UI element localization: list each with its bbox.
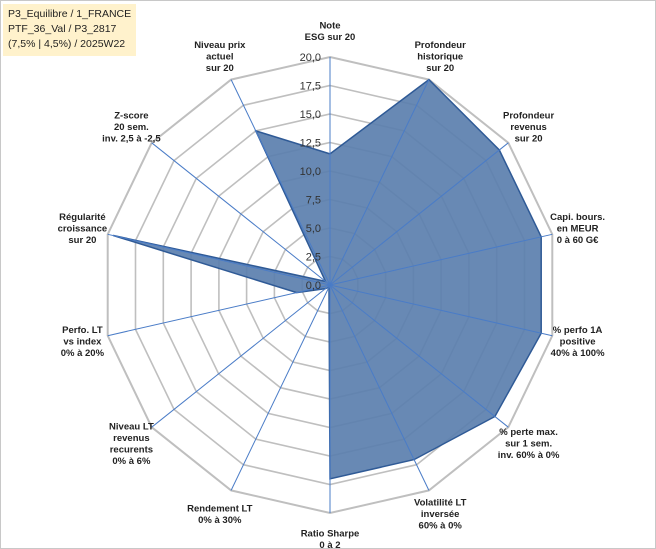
axis-label: Note ESG sur 20	[305, 21, 356, 44]
radial-tick-label: 12,5	[300, 138, 321, 150]
radial-tick-label: 17,5	[300, 81, 321, 93]
radial-tick-label: 20,0	[300, 52, 321, 64]
axis-label: Niveau prix actuel sur 20	[194, 40, 246, 74]
axis-spoke	[230, 284, 331, 491]
axis-spoke	[329, 284, 553, 337]
axis-label: Rendement LT 0% à 30%	[187, 503, 252, 526]
info-line-1: P3_Equilibre / 1_FRANCE	[8, 8, 132, 20]
axis-spoke	[329, 79, 430, 286]
radial-tick-label: 0,0	[306, 280, 321, 292]
axis-label: Capi. bours. en MEUR 0 à 60 G€	[550, 212, 605, 246]
axis-label: % perte max. sur 1 sem. inv. 60% à 0%	[498, 427, 560, 461]
axis-label: Régularité croissance sur 20	[58, 212, 108, 246]
axis-spoke	[329, 284, 509, 428]
axis-label: Profondeur revenus sur 20	[503, 110, 554, 144]
axis-label: Z-score 20 sem. inv. 2,5 à -2,5	[102, 110, 161, 144]
info-box: P3_Equilibre / 1_FRANCE PTF_36_Val / P3_…	[3, 4, 136, 56]
axis-spoke	[151, 142, 331, 286]
axis-label: Profondeur historique sur 20	[415, 40, 466, 74]
radial-tick-label: 5,0	[306, 223, 321, 235]
radial-tick-label: 2,5	[306, 252, 321, 264]
info-line-2: PTF_36_Val / P3_2817	[8, 23, 117, 35]
info-line-3: (7,5% | 4,5%) / 2025W22	[8, 38, 126, 50]
axis-label: % perfo 1A positive 40% à 100%	[551, 325, 605, 359]
radial-tick-label: 7,5	[306, 195, 321, 207]
axis-spoke	[151, 284, 331, 428]
radial-tick-label: 15,0	[300, 109, 321, 121]
axis-spoke	[107, 233, 331, 286]
axis-label: Perfo. LT vs index 0% à 20%	[61, 325, 105, 359]
axis-spoke	[329, 284, 430, 491]
axis-label: Ratio Sharpe 0 à 2	[301, 529, 360, 549]
axis-label: Volatilité LT inversée 60% à 0%	[414, 498, 467, 532]
radial-tick-label: 10,0	[300, 166, 321, 178]
axis-spoke	[329, 233, 553, 286]
axis-label: Niveau LT revenus recurents 0% à 6%	[109, 421, 154, 467]
axis-spoke	[329, 142, 509, 286]
axis-spoke	[230, 79, 331, 286]
axis-spoke	[107, 284, 331, 337]
